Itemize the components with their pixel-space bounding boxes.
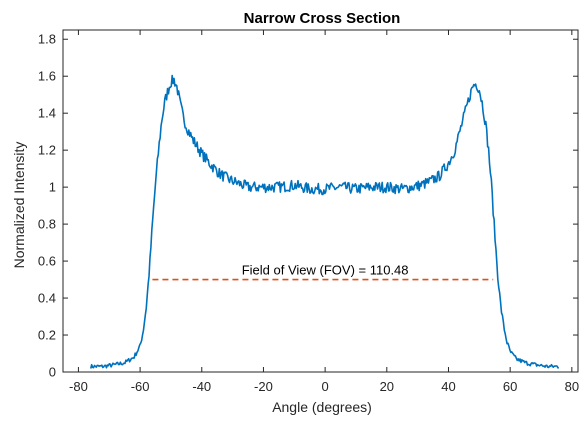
y-tick-labels: 0 0.2 0.4 0.6 0.8 1 1.2 1.4 1.6 1.8 <box>38 32 56 380</box>
x-tick-label: -20 <box>254 379 273 394</box>
x-tick-label: -60 <box>131 379 150 394</box>
x-tick-label: -40 <box>192 379 211 394</box>
intensity-series-line <box>89 74 560 369</box>
y-axis-label: Normalized Intensity <box>11 142 27 269</box>
x-tick-label: 40 <box>441 379 455 394</box>
y-tick-label: 0.2 <box>38 328 56 343</box>
y-tick-label: 0 <box>49 365 56 380</box>
ticks <box>63 30 578 373</box>
x-tick-label: 80 <box>565 379 579 394</box>
y-tick-label: 0.6 <box>38 254 56 269</box>
y-tick-label: 1 <box>49 180 56 195</box>
y-tick-label: 1.2 <box>38 143 56 158</box>
y-tick-label: 0.4 <box>38 291 56 306</box>
axes-box <box>62 29 579 373</box>
x-tick-label: 0 <box>322 379 329 394</box>
x-tick-label: 60 <box>503 379 517 394</box>
x-tick-label: 20 <box>380 379 394 394</box>
x-tick-labels: -80 -60 -40 -20 0 20 40 60 80 <box>69 379 579 394</box>
fov-annotation: Field of View (FOV) = 110.48 <box>242 263 409 278</box>
y-tick-label: 1.4 <box>38 106 56 121</box>
axes-frame <box>62 29 579 373</box>
x-axis-label: Angle (degrees) <box>272 399 372 415</box>
plot-lines <box>89 74 560 369</box>
y-tick-label: 1.8 <box>38 32 56 47</box>
y-tick-label: 0.8 <box>38 217 56 232</box>
chart-title: Narrow Cross Section <box>244 10 401 27</box>
y-tick-label: 1.6 <box>38 69 56 84</box>
x-tick-label: -80 <box>69 379 88 394</box>
